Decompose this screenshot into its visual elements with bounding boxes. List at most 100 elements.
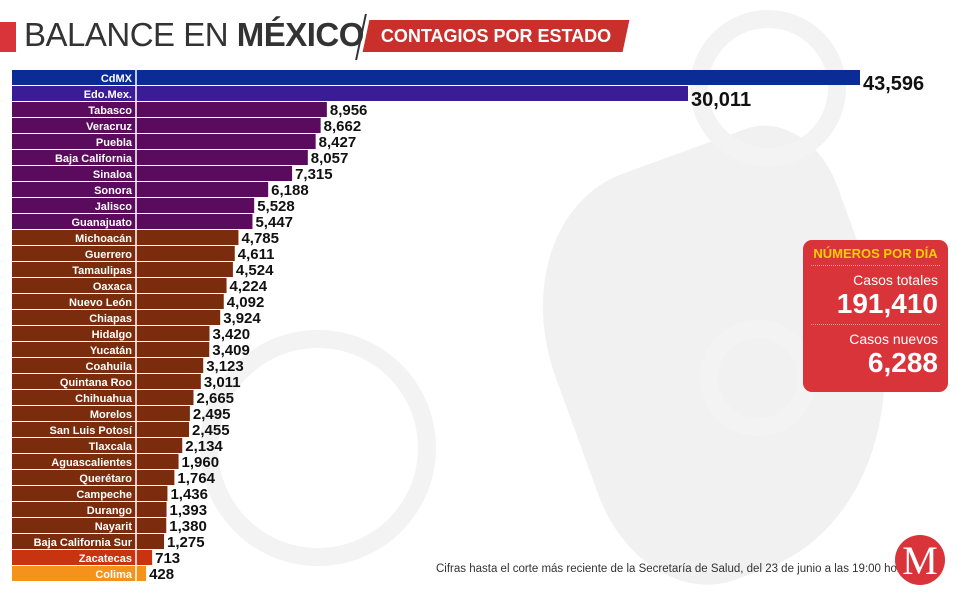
category-label: Zacatecas	[79, 553, 132, 565]
value-label: 5,528	[257, 198, 295, 215]
value-label: 5,447	[255, 214, 293, 231]
value-label: 428	[149, 566, 174, 583]
milenio-logo: M	[895, 535, 945, 585]
bar	[12, 422, 190, 437]
category-label: Aguascalientes	[51, 457, 132, 469]
bar	[12, 550, 153, 565]
category-label: Querétaro	[79, 473, 132, 485]
value-label: 4,524	[236, 262, 274, 279]
bar	[12, 358, 204, 373]
value-label: 4,611	[238, 246, 275, 263]
bar	[12, 214, 253, 229]
bar	[12, 374, 201, 389]
value-label: 2,665	[196, 390, 234, 407]
value-label: 2,134	[185, 438, 223, 455]
daily-numbers-panel: NÚMEROS POR DÍA Casos totales 191,410 Ca…	[803, 240, 948, 392]
value-label: 4,092	[227, 294, 265, 311]
bar	[12, 518, 167, 533]
page-title: BALANCE EN MÉXICO	[24, 16, 364, 54]
value-label: 1,436	[170, 486, 208, 503]
new-cases-value: 6,288	[867, 347, 938, 378]
value-label: 8,057	[311, 150, 349, 167]
category-label: Campeche	[76, 489, 132, 501]
category-label: Yucatán	[90, 345, 132, 357]
category-label: Michoacán	[75, 233, 132, 245]
category-label: Guerrero	[85, 249, 132, 261]
bar	[12, 390, 194, 405]
bar	[12, 438, 183, 453]
value-label: 1,380	[169, 518, 207, 535]
value-label: 1,960	[182, 454, 220, 471]
category-label: Durango	[87, 505, 133, 517]
category-label: Coahuila	[86, 361, 133, 373]
bar	[12, 198, 255, 213]
category-label: San Luis Potosí	[49, 425, 132, 437]
category-label: CdMX	[101, 73, 133, 85]
category-label: Veracruz	[86, 121, 132, 133]
bar	[12, 406, 190, 421]
value-label: 43,596	[863, 73, 924, 95]
bar	[12, 246, 235, 261]
new-cases-label: Casos nuevos	[849, 331, 938, 347]
category-label: Tabasco	[88, 105, 132, 117]
header-accent	[0, 22, 16, 52]
value-label: 8,662	[324, 118, 362, 135]
bar	[12, 150, 308, 165]
category-label: Baja California Sur	[34, 537, 133, 549]
value-label: 3,123	[206, 358, 244, 375]
value-label: 6,188	[271, 182, 309, 199]
category-label: Chiapas	[89, 313, 132, 325]
bar	[12, 118, 321, 133]
category-label: Sinaloa	[93, 169, 133, 181]
category-label: Hidalgo	[92, 329, 133, 341]
title-light: BALANCE EN	[24, 16, 237, 53]
bar	[12, 326, 210, 341]
category-label: Sonora	[94, 185, 133, 197]
category-label: Guanajuato	[71, 217, 132, 229]
value-label: 4,785	[241, 230, 279, 247]
bar	[12, 454, 179, 469]
bar	[12, 502, 167, 517]
category-label: Tamaulipas	[72, 265, 132, 277]
bar	[12, 342, 210, 357]
bar	[12, 534, 165, 549]
bar	[12, 262, 233, 277]
bar	[12, 294, 224, 309]
value-label: 3,011	[204, 374, 241, 391]
value-label: 7,315	[295, 166, 333, 183]
total-cases-value: 191,410	[836, 288, 938, 319]
bar	[12, 70, 860, 85]
value-label: 2,455	[192, 422, 230, 439]
value-label: 3,420	[213, 326, 251, 343]
category-label: Puebla	[96, 137, 133, 149]
total-cases-label: Casos totales	[853, 272, 938, 288]
category-label: Oaxaca	[93, 281, 133, 293]
value-label: 3,409	[212, 342, 250, 359]
bar	[12, 486, 168, 501]
bar	[12, 278, 227, 293]
value-label: 713	[155, 550, 180, 567]
bar	[12, 230, 239, 245]
value-label: 2,495	[193, 406, 231, 423]
bar	[12, 102, 327, 117]
category-label: Nayarit	[95, 521, 133, 533]
category-label: Jalisco	[95, 201, 133, 213]
separator	[811, 324, 940, 325]
title-bold: MÉXICO	[236, 16, 365, 53]
value-label: 8,427	[319, 134, 357, 151]
category-label: Morelos	[90, 409, 132, 421]
bar	[12, 310, 221, 325]
panel-heading: NÚMEROS POR DÍA	[811, 240, 940, 266]
value-label: 30,011	[691, 89, 751, 111]
value-label: 3,924	[223, 310, 261, 327]
value-label: 4,224	[230, 278, 268, 295]
bar	[12, 470, 175, 485]
category-label: Chihuahua	[75, 393, 133, 405]
value-label: 8,956	[330, 102, 368, 119]
source-note: Cifras hasta el corte más reciente de la…	[436, 563, 917, 575]
bar	[12, 566, 147, 581]
bar	[12, 134, 316, 149]
category-label: Tlaxcala	[89, 441, 133, 453]
